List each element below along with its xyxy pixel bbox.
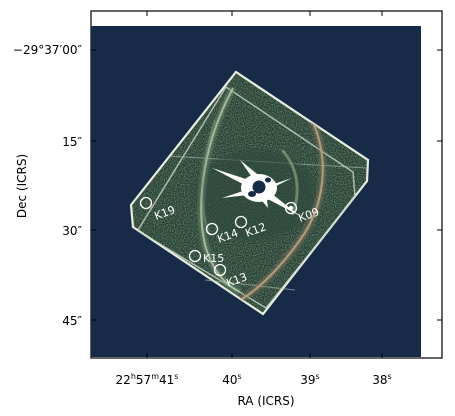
- source-dot: [288, 205, 294, 211]
- source-circle: [213, 263, 227, 277]
- source-circle: [139, 196, 153, 210]
- y-axis-label: Dec (ICRS): [15, 154, 29, 218]
- source-circle: [205, 222, 219, 236]
- x-tick-label-1: 40s: [222, 372, 241, 387]
- source-label: K15: [203, 252, 224, 265]
- x-axis-label: RA (ICRS): [237, 394, 294, 408]
- y-tick-label-1: 15″: [62, 135, 82, 149]
- y-tick-label-3: 45″: [62, 314, 82, 328]
- source-circle: [188, 249, 202, 263]
- source-circle: [284, 201, 298, 215]
- y-tick-label-2: 30″: [62, 224, 82, 238]
- x-tick-label-2: 39s: [300, 372, 319, 387]
- x-tick-label-0: 22h57m41s: [116, 372, 179, 387]
- axis-ticks: [91, 11, 442, 358]
- source-circle: [234, 215, 248, 229]
- source-k15: K15: [188, 249, 224, 265]
- x-tick-label-3: 38s: [372, 372, 391, 387]
- y-tick-label-0: −29°37′00″: [13, 43, 83, 57]
